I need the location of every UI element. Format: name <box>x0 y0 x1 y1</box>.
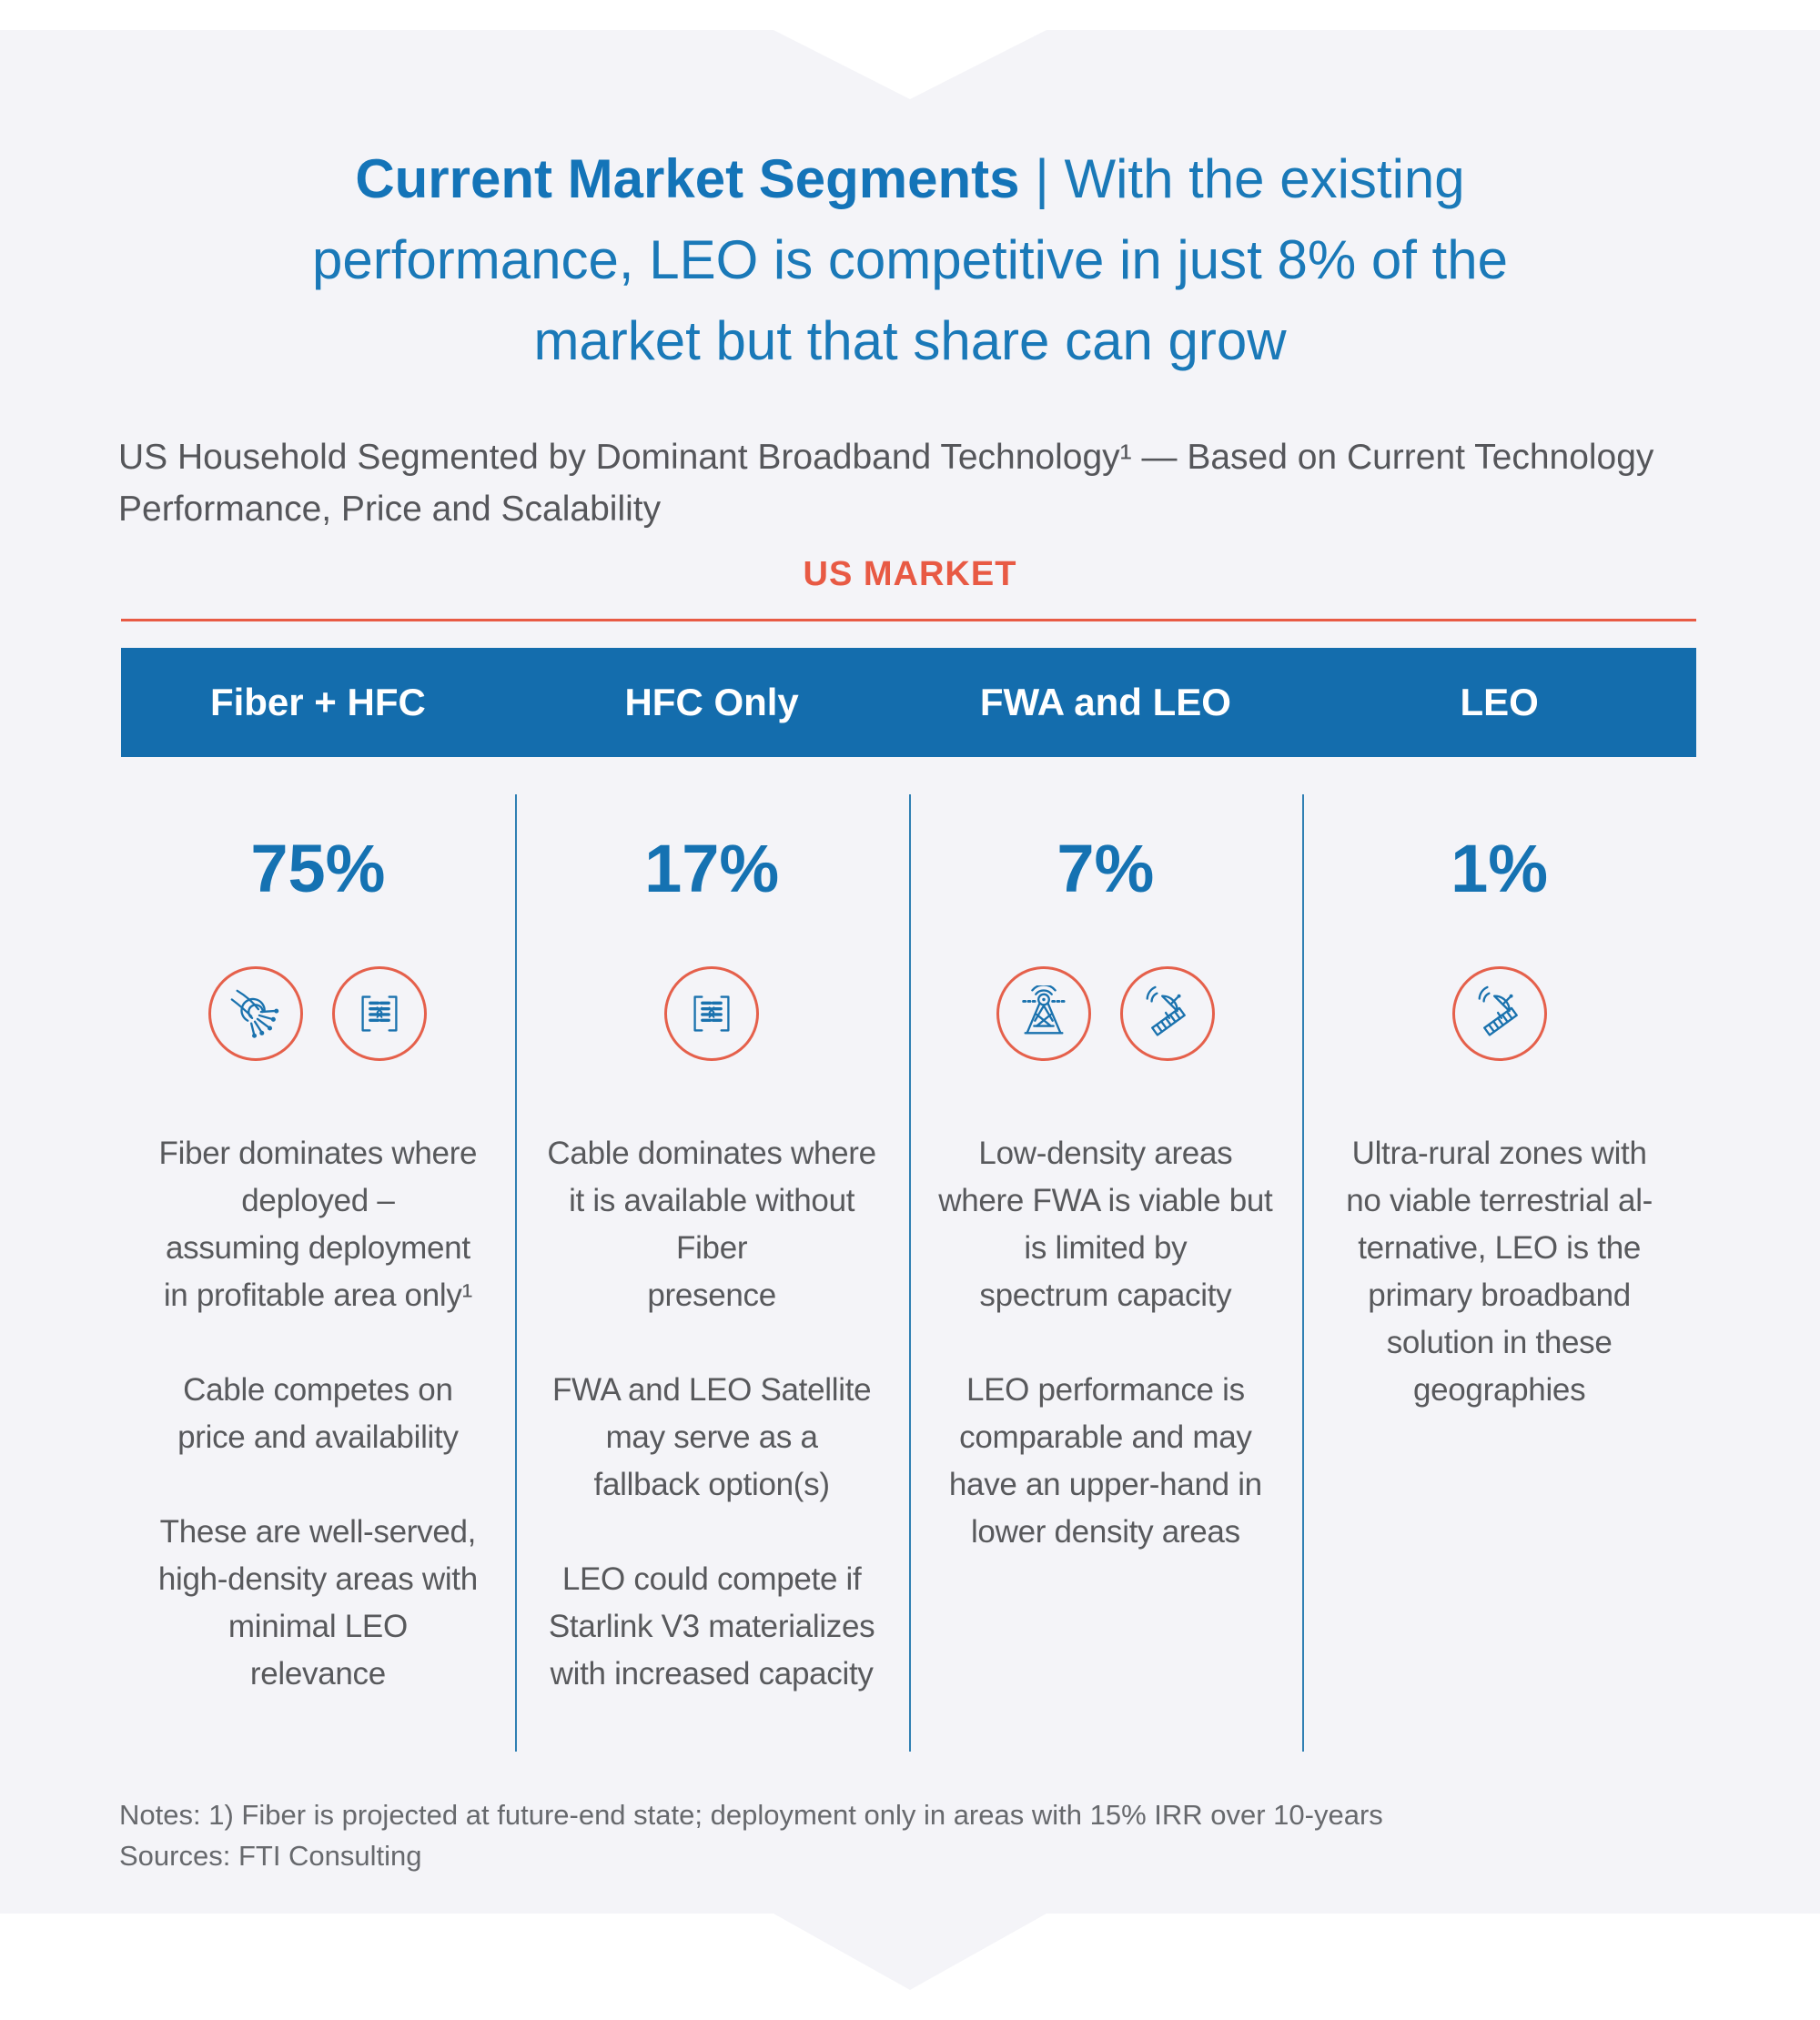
fiber-cable-icon <box>208 966 304 1061</box>
percent-fiber-hfc: 75% <box>250 831 386 906</box>
icons-leo <box>1306 966 1693 1063</box>
footnotes: Notes: 1) Fiber is projected at future-e… <box>119 1794 1703 1876</box>
text-fiber-hfc: Fiber dominates where deployed – assumin… <box>125 1130 511 1698</box>
page-title-bold: Current Market Segments <box>355 148 1036 209</box>
page-title-light: | With the existing performance, LEO is … <box>312 148 1508 371</box>
column-divider <box>908 794 911 1752</box>
notes-line: Notes: 1) Fiber is projected at future-e… <box>119 1799 1383 1831</box>
column-divider <box>514 794 517 1752</box>
page-title: Current Market Segments | With the exist… <box>182 138 1638 381</box>
icons-fiber-hfc <box>125 966 511 1063</box>
header-hfc-only: HFC Only <box>624 681 799 723</box>
bottom-tail-chevron <box>774 1914 1046 1990</box>
column-hfc-only: 17% Cable dominates where it i <box>515 757 909 1752</box>
header-leo: LEO <box>1460 681 1539 723</box>
page-subtitle: US Household Segmented by Dominant Broad… <box>118 438 1654 529</box>
icons-hfc-only <box>519 966 905 1063</box>
satellite-icon <box>1451 966 1547 1061</box>
antenna-tower-icon <box>996 966 1091 1061</box>
header-fwa-leo: FWA and LEO <box>979 681 1231 723</box>
column-divider <box>1302 794 1305 1752</box>
text-hfc-only: Cable dominates where it is available wi… <box>519 1130 905 1698</box>
percent-fwa-leo: 7% <box>1057 831 1155 906</box>
column-leo: 1% <box>1302 757 1696 1752</box>
market-divider-line <box>121 619 1696 621</box>
paragraph: These are well-served, high-density area… <box>157 1514 478 1692</box>
hfc-connector-icon <box>664 966 760 1061</box>
paragraph: FWA and LEO Satellite may serve as a fal… <box>551 1372 872 1502</box>
top-notch-chevron <box>774 30 1046 99</box>
segment-columns: 75% <box>121 757 1696 1752</box>
hfc-connector-icon <box>332 966 428 1061</box>
paragraph: Fiber dominates where deployed – assumin… <box>158 1136 478 1313</box>
text-leo: Ultra-rural zones with no viable terrest… <box>1306 1130 1693 1414</box>
percent-hfc-only: 17% <box>644 831 780 906</box>
sources-line: Sources: FTI Consulting <box>119 1840 422 1872</box>
paragraph: Low-density areas where FWA is viable bu… <box>938 1136 1273 1313</box>
paragraph: Cable competes on price and availability <box>177 1372 459 1455</box>
percent-leo: 1% <box>1451 831 1549 906</box>
market-label: US MARKET <box>803 555 1017 593</box>
header-fiber-hfc: Fiber + HFC <box>209 681 426 723</box>
segment-header-bar: Fiber + HFC HFC Only FWA and LEO LEO <box>121 648 1696 757</box>
column-fiber-hfc: 75% <box>121 757 515 1752</box>
column-fwa-leo: 7% <box>909 757 1303 1752</box>
paragraph: Cable dominates where it is available wi… <box>547 1136 876 1313</box>
satellite-icon <box>1119 966 1215 1061</box>
paragraph: Ultra-rural zones with no viable terrest… <box>1346 1136 1653 1408</box>
paragraph: LEO could compete if Starlink V3 materia… <box>548 1561 875 1692</box>
text-fwa-leo: Low-density areas where FWA is viable bu… <box>913 1130 1299 1556</box>
icons-fwa-leo <box>913 966 1299 1063</box>
paragraph: LEO performance is comparable and may ha… <box>948 1372 1262 1550</box>
